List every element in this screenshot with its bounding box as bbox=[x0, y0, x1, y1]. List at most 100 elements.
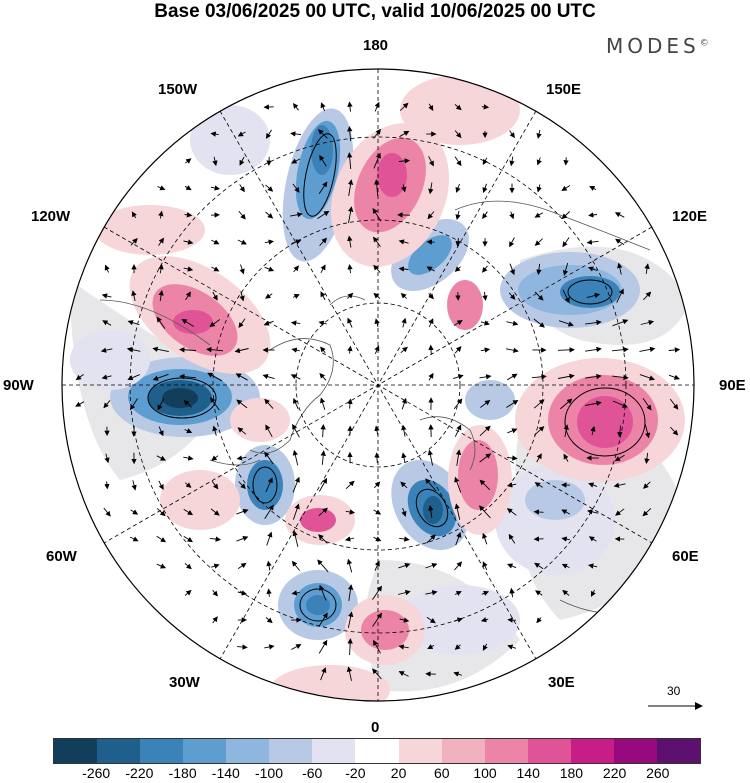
wind-arrow bbox=[587, 266, 598, 272]
wind-arrow bbox=[426, 266, 435, 272]
positive-anomalies bbox=[95, 75, 685, 701]
wind-arrow bbox=[372, 612, 383, 627]
wind-arrow bbox=[291, 158, 301, 164]
wind-arrow bbox=[482, 157, 488, 165]
wind-arrow bbox=[453, 398, 463, 410]
wind-arrow bbox=[509, 587, 515, 598]
wind-arrow bbox=[320, 450, 326, 465]
wind-arrow bbox=[291, 347, 300, 353]
wind-arrow bbox=[482, 561, 488, 571]
wind-arrow bbox=[480, 347, 491, 353]
wind-arrow bbox=[347, 292, 354, 299]
wind-arrow bbox=[239, 156, 245, 166]
wind-arrow bbox=[209, 536, 221, 542]
colorbar-cell bbox=[398, 739, 442, 763]
wind-arrow bbox=[239, 291, 245, 302]
wind-arrow bbox=[586, 292, 601, 299]
colorbar-cell bbox=[656, 739, 700, 763]
wind-arrow bbox=[615, 238, 625, 246]
wind-arrow bbox=[347, 345, 353, 354]
wind-arrow bbox=[642, 397, 652, 411]
wind-arrow bbox=[534, 212, 543, 218]
wind-arrow bbox=[401, 507, 407, 517]
wind-arrow bbox=[482, 532, 488, 545]
wind-arrow bbox=[454, 476, 462, 493]
wind-arrow bbox=[399, 617, 410, 623]
wind-arrow bbox=[454, 104, 462, 111]
wind-arrow bbox=[400, 346, 408, 354]
wind-arrow bbox=[236, 455, 247, 461]
wind-arrow bbox=[400, 481, 408, 489]
wind-arrow bbox=[372, 236, 381, 247]
wind-arrow bbox=[454, 561, 463, 571]
wind-arrow bbox=[346, 558, 353, 573]
wind-arrow bbox=[152, 373, 169, 381]
wind-arrow bbox=[104, 481, 110, 490]
wind-arrow bbox=[157, 398, 165, 411]
wind-arrow bbox=[211, 266, 220, 272]
wind-arrow bbox=[347, 398, 353, 409]
wind-arrow bbox=[183, 536, 193, 543]
wind-arrow bbox=[425, 562, 438, 569]
wind-arrow bbox=[264, 504, 274, 519]
wind-arrow bbox=[210, 397, 220, 411]
wind-arrow bbox=[401, 452, 407, 463]
wind-arrow bbox=[535, 590, 543, 596]
map-border bbox=[61, 68, 695, 702]
wind-arrow bbox=[290, 212, 303, 218]
wind-arrow bbox=[238, 210, 246, 220]
wind-arrow bbox=[158, 480, 164, 490]
wind-arrow bbox=[453, 374, 464, 380]
colorbar-tick-label: 20 bbox=[390, 765, 407, 781]
wind-arrow bbox=[426, 534, 436, 544]
wind-arrow bbox=[210, 508, 220, 516]
wind-arrow bbox=[236, 535, 249, 542]
wind-arrow bbox=[482, 265, 488, 273]
wind-arrow bbox=[426, 616, 436, 624]
wind-arrow bbox=[238, 318, 246, 329]
wind-arrow bbox=[479, 425, 491, 437]
wind-arrow bbox=[612, 374, 629, 381]
wind-arrow bbox=[239, 264, 245, 275]
wind-arrow bbox=[102, 320, 112, 326]
wind-arrow bbox=[292, 102, 299, 111]
wind-arrow bbox=[212, 425, 218, 436]
wind-arrow bbox=[290, 320, 301, 326]
wind-arrow bbox=[319, 584, 327, 601]
wind-arrow bbox=[479, 374, 492, 380]
wind-arrow bbox=[211, 563, 220, 569]
lon-label-150e: 150E bbox=[546, 81, 582, 98]
wind-arrow bbox=[562, 262, 569, 276]
wind-arrow bbox=[236, 508, 249, 515]
wind-arrow bbox=[319, 373, 327, 381]
wind-arrow bbox=[428, 505, 434, 519]
wind-arrow bbox=[347, 264, 353, 274]
wind-arrow bbox=[130, 238, 138, 246]
wind-arrow bbox=[425, 478, 437, 492]
wind-arrow bbox=[481, 104, 490, 110]
wind-arrow bbox=[346, 666, 353, 681]
wind-arrow bbox=[534, 238, 543, 246]
wind-arrow bbox=[212, 589, 218, 597]
wind-arrow bbox=[209, 319, 221, 328]
wind-arrow bbox=[212, 156, 218, 167]
wind-arrow bbox=[211, 455, 219, 461]
wind-arrow bbox=[373, 152, 381, 169]
wind-arrow bbox=[264, 644, 275, 650]
wind-arrow bbox=[184, 185, 192, 191]
wind-arrow bbox=[509, 156, 515, 167]
wind-arrow bbox=[239, 184, 245, 193]
modes-logo: MODES© bbox=[606, 34, 709, 58]
wind-arrow bbox=[156, 535, 167, 543]
wind-arrow bbox=[347, 152, 353, 170]
wind-arrow bbox=[398, 644, 409, 650]
wind-arrow bbox=[482, 183, 488, 194]
wind-arrow bbox=[374, 318, 380, 328]
wind-arrow bbox=[293, 265, 299, 273]
wind-arrow bbox=[640, 319, 655, 326]
wind-arrow bbox=[454, 130, 462, 139]
wind-arrow bbox=[207, 372, 223, 382]
wind-arrow bbox=[533, 399, 545, 409]
wind-arrow bbox=[184, 589, 192, 596]
